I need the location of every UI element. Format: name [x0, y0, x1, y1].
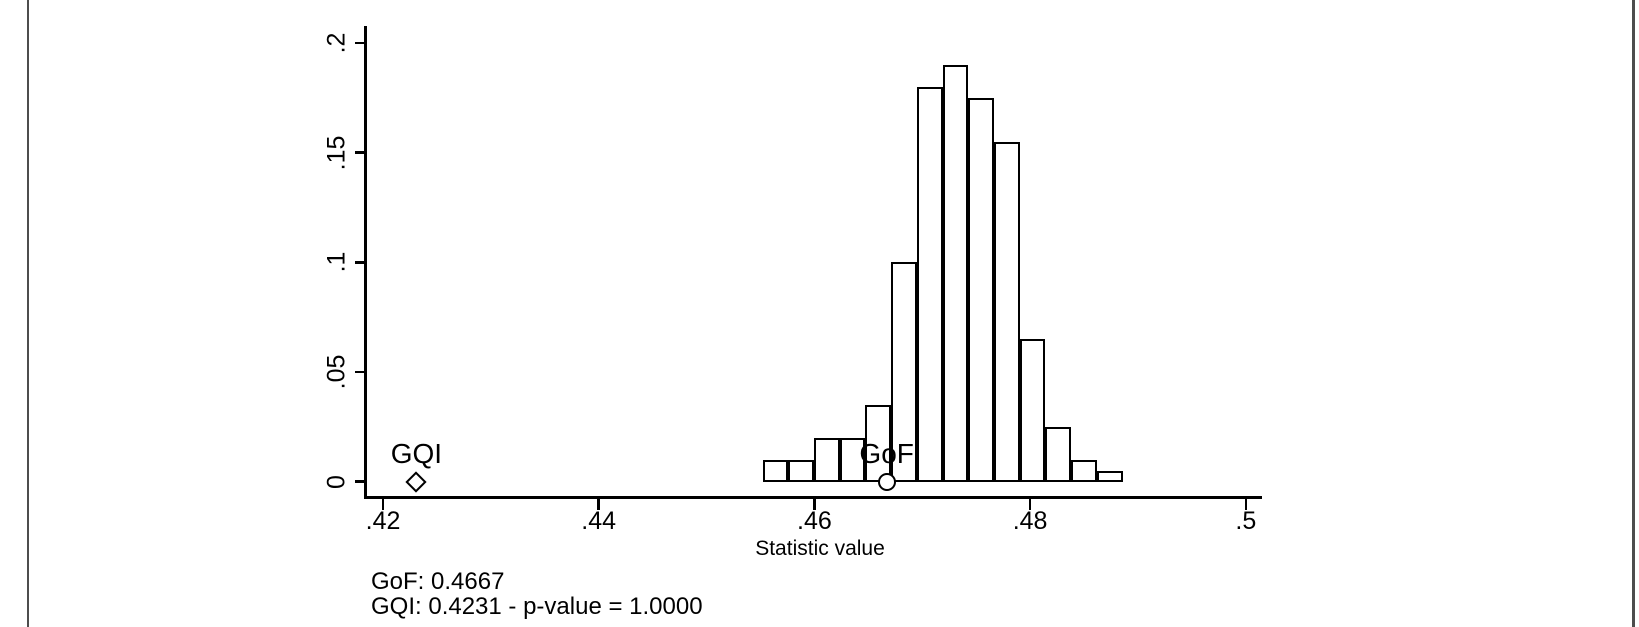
y-axis-line: [364, 26, 367, 499]
x-tick-label: .42: [365, 507, 401, 535]
histogram-bar: [916, 86, 943, 482]
gof-marker-label: GoF: [859, 438, 914, 469]
x-tick: [597, 498, 600, 510]
note-line: GoF: 0.4667: [371, 568, 505, 595]
x-tick: [813, 498, 816, 510]
gqi-marker-diamond: [405, 471, 428, 493]
x-tick-label: .46: [797, 507, 832, 535]
histogram-bar: [942, 64, 969, 482]
x-tick-label: .5: [1235, 507, 1257, 535]
y-tick-label: .05: [322, 354, 351, 390]
gof-marker-circle: [877, 473, 896, 492]
x-axis-title: Statistic value: [755, 537, 885, 560]
histogram-bar: [968, 97, 995, 482]
page-left-rule: [26, 0, 29, 627]
y-tick: [355, 480, 364, 483]
y-tick-label: 0: [322, 474, 351, 489]
y-tick-label: .15: [322, 135, 351, 170]
histogram-bar: [865, 404, 892, 482]
x-tick-label: .44: [581, 507, 617, 535]
page-right-rule: [1632, 0, 1635, 627]
histogram-bar: [1019, 339, 1046, 482]
x-tick: [1244, 498, 1248, 510]
note-line: GQI: 0.4231 - p-value = 1.0000: [371, 592, 703, 620]
y-tick: [355, 41, 364, 45]
histogram-bar: [814, 437, 840, 482]
histogram-bar: [839, 437, 866, 482]
histogram-bar: [788, 459, 815, 482]
y-tick: [355, 151, 364, 154]
y-tick: [355, 370, 364, 374]
y-tick: [355, 261, 364, 264]
x-tick: [381, 498, 385, 510]
x-tick: [1028, 498, 1032, 510]
x-tick-label: .48: [1012, 507, 1048, 535]
figure-notes: GoF: 0.4667 GQI: 0.4231 - p-value = 1.000…: [371, 568, 703, 620]
x-axis-line: [364, 496, 1262, 499]
histogram-bar: [891, 262, 917, 482]
y-tick-label: .1: [322, 251, 351, 273]
histogram-bar: [994, 141, 1020, 482]
histogram-bar: [1045, 426, 1072, 482]
histogram-bar: [1096, 470, 1123, 482]
histogram-bar: [1071, 459, 1097, 482]
histogram-bar: [762, 459, 789, 482]
gqi-marker-label: GQI: [390, 438, 443, 469]
y-tick-label: .2: [322, 32, 351, 54]
